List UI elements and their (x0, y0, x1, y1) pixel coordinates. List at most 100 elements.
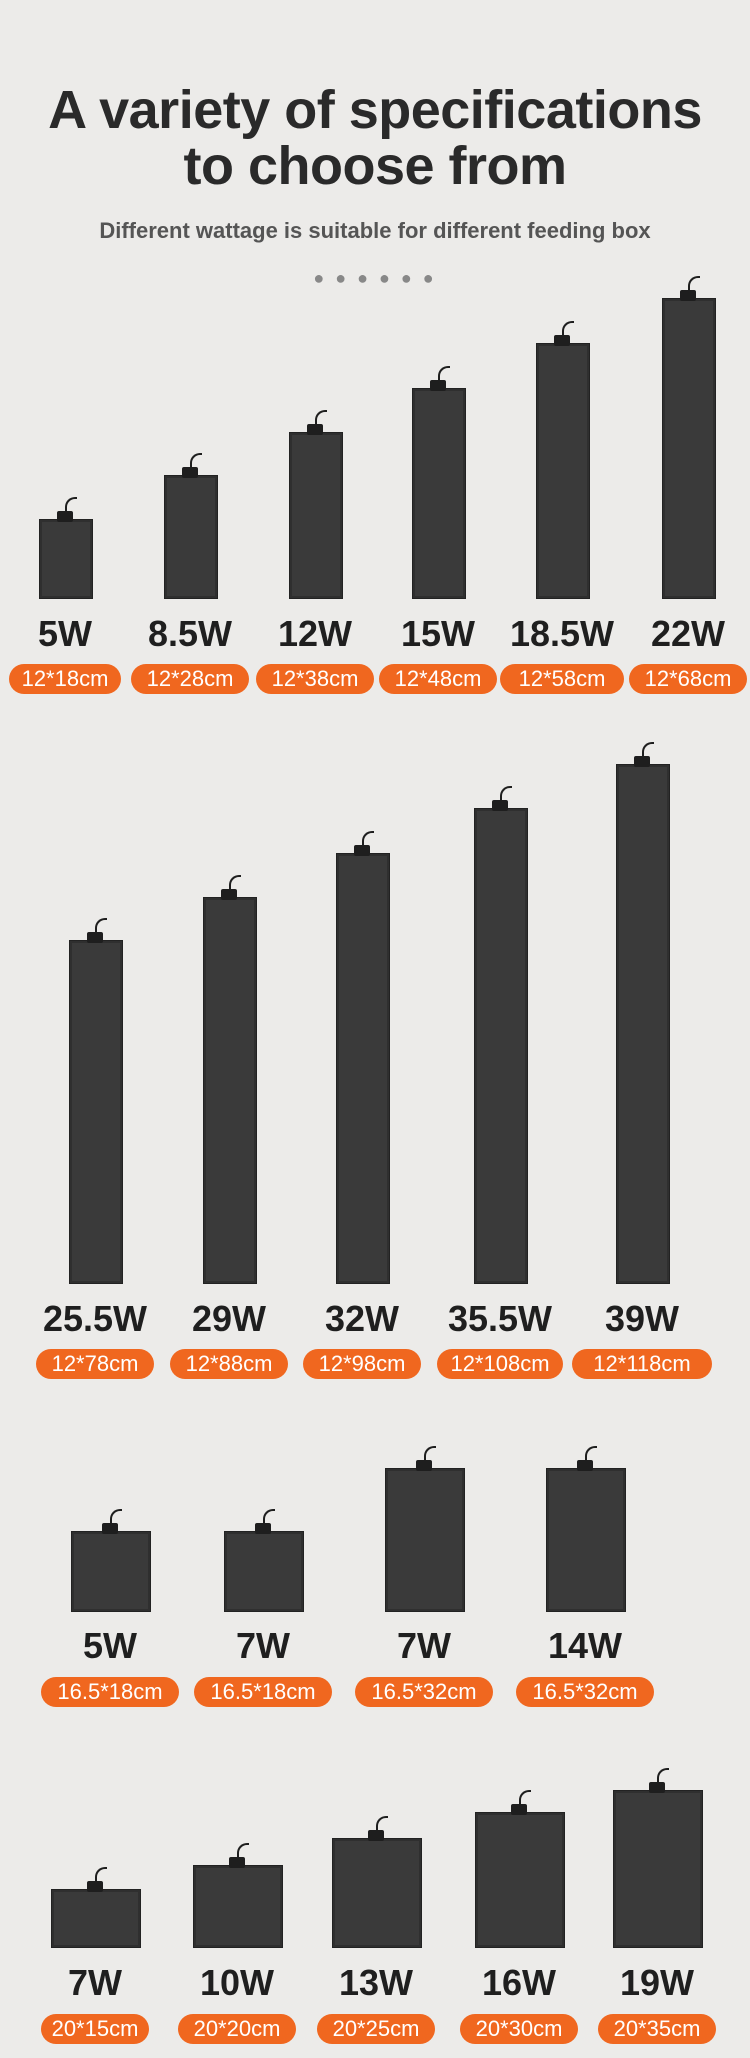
wattage-label: 8.5W (147, 613, 233, 654)
power-cable-icon (562, 321, 574, 337)
plug-connector-icon (680, 290, 696, 301)
wattage-label: 16W (481, 1962, 557, 2003)
plug-connector-icon (102, 1523, 118, 1534)
size-badge: 12*48cm (379, 664, 497, 694)
heat-pad (616, 764, 670, 1284)
plug-connector-icon (511, 1804, 527, 1815)
plug-connector-icon (649, 1782, 665, 1793)
size-badge: 16.5*18cm (194, 1677, 332, 1707)
size-badge: 20*20cm (178, 2014, 296, 2044)
heat-pad (39, 519, 93, 599)
plug-connector-icon (229, 1857, 245, 1868)
size-badge: 12*78cm (36, 1349, 154, 1379)
power-cable-icon (688, 276, 700, 292)
size-badge: 12*18cm (9, 664, 121, 694)
power-cable-icon (95, 918, 107, 934)
size-badge: 20*25cm (317, 2014, 435, 2044)
heat-pad (51, 1889, 141, 1948)
heat-pad (474, 808, 528, 1284)
heat-pad (475, 1812, 565, 1948)
plug-connector-icon (416, 1460, 432, 1471)
wattage-label: 14W (547, 1625, 623, 1666)
title-line-1: A variety of specifications (48, 80, 702, 140)
wattage-label: 5W (38, 613, 92, 654)
plug-connector-icon (430, 380, 446, 391)
wattage-label: 29W (191, 1298, 267, 1339)
wattage-label: 7W (68, 1962, 122, 2003)
plug-connector-icon (492, 800, 508, 811)
power-cable-icon (657, 1768, 669, 1784)
heat-pad (164, 475, 218, 599)
power-cable-icon (229, 875, 241, 891)
plug-connector-icon (577, 1460, 593, 1471)
size-badge: 20*15cm (41, 2014, 149, 2044)
plug-connector-icon (307, 424, 323, 435)
plug-connector-icon (354, 845, 370, 856)
power-cable-icon (376, 1816, 388, 1832)
wattage-label: 18.5W (509, 613, 615, 654)
plug-connector-icon (57, 511, 73, 522)
wattage-label: 39W (604, 1298, 680, 1339)
plug-connector-icon (634, 756, 650, 767)
heat-pad (71, 1531, 151, 1612)
wattage-label: 12W (277, 613, 353, 654)
heat-pad (193, 1865, 283, 1948)
wattage-label: 5W (83, 1625, 137, 1666)
size-badge: 16.5*32cm (516, 1677, 654, 1707)
heat-pad (385, 1468, 465, 1612)
wattage-label: 19W (619, 1962, 695, 2003)
power-cable-icon (315, 410, 327, 426)
power-cable-icon (190, 453, 202, 469)
heat-pad (336, 853, 390, 1284)
power-cable-icon (424, 1446, 436, 1462)
size-badge: 12*98cm (303, 1349, 421, 1379)
title-line-2: to choose from (183, 136, 567, 196)
heat-pad (546, 1468, 626, 1612)
power-cable-icon (263, 1509, 275, 1525)
plug-connector-icon (87, 1881, 103, 1892)
wattage-label: 32W (324, 1298, 400, 1339)
heat-pad (203, 897, 257, 1284)
power-cable-icon (500, 786, 512, 802)
divider-dots: ● ● ● ● ● ● (313, 268, 437, 288)
heat-pad (332, 1838, 422, 1948)
heat-pad (613, 1790, 703, 1948)
wattage-label: 10W (199, 1962, 275, 2003)
heat-pad (289, 432, 343, 599)
size-badge: 20*35cm (598, 2014, 716, 2044)
size-badge: 12*118cm (572, 1349, 712, 1379)
plug-connector-icon (87, 932, 103, 943)
heat-pad (536, 343, 590, 599)
power-cable-icon (438, 366, 450, 382)
power-cable-icon (110, 1509, 122, 1525)
size-badge: 12*58cm (500, 664, 624, 694)
power-cable-icon (237, 1843, 249, 1859)
power-cable-icon (642, 742, 654, 758)
power-cable-icon (65, 497, 77, 513)
power-cable-icon (519, 1790, 531, 1806)
size-badge: 12*28cm (131, 664, 249, 694)
page-subtitle: Different wattage is suitable for differ… (99, 218, 651, 243)
plug-connector-icon (554, 335, 570, 346)
size-badge: 20*30cm (460, 2014, 578, 2044)
power-cable-icon (95, 1867, 107, 1883)
wattage-label: 7W (397, 1625, 451, 1666)
size-badge: 12*38cm (256, 664, 374, 694)
size-badge: 12*108cm (437, 1349, 563, 1379)
heat-pad (412, 388, 466, 599)
plug-connector-icon (368, 1830, 384, 1841)
wattage-label: 15W (400, 613, 476, 654)
power-cable-icon (585, 1446, 597, 1462)
wattage-label: 35.5W (447, 1298, 553, 1339)
plug-connector-icon (182, 467, 198, 478)
heat-pad (69, 940, 123, 1284)
plug-connector-icon (221, 889, 237, 900)
wattage-label: 13W (338, 1962, 414, 2003)
size-badge: 12*88cm (170, 1349, 288, 1379)
heat-pad (224, 1531, 304, 1612)
power-cable-icon (362, 831, 374, 847)
size-badge: 16.5*18cm (41, 1677, 179, 1707)
wattage-label: 25.5W (42, 1298, 148, 1339)
heat-pad (662, 298, 716, 599)
plug-connector-icon (255, 1523, 271, 1534)
